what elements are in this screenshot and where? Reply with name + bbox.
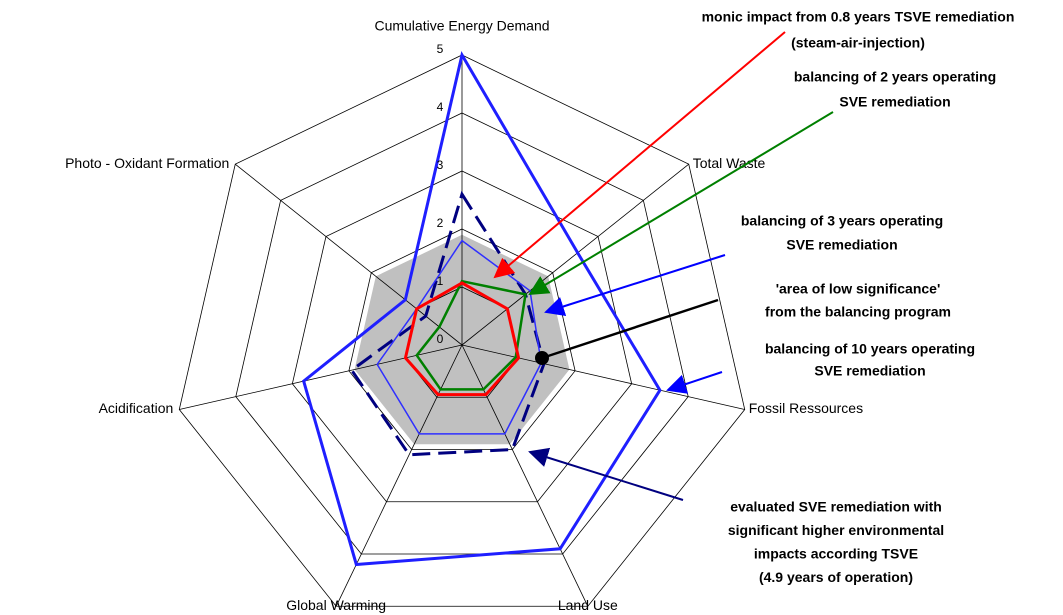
annotation: impacts according TSVE — [754, 546, 918, 562]
arrow — [528, 111, 834, 296]
annotation: balancing of 3 years operating — [741, 213, 943, 229]
grid-ring — [291, 170, 633, 503]
annotation: (4.9 years of operation) — [759, 569, 913, 585]
annotation: 'area of low significance' — [776, 281, 941, 297]
arrow — [666, 371, 723, 394]
grid-ring — [235, 112, 689, 555]
arrow — [528, 447, 684, 501]
annotation: SVE remediation — [786, 237, 897, 253]
category-label: Cumulative Energy Demand — [374, 18, 549, 34]
grid-ring — [178, 54, 746, 607]
arrow — [541, 298, 719, 360]
annotation: balancing of 2 years operating — [794, 69, 996, 85]
annotation: balancing of 10 years operating — [765, 341, 975, 357]
category-label: Acidification — [99, 400, 174, 416]
series-line — [415, 279, 527, 391]
tick-label: 3 — [437, 158, 444, 172]
axis-spoke — [179, 344, 463, 410]
tick-label: 1 — [437, 274, 444, 288]
series-line — [301, 50, 662, 567]
annotation: SVE remediation — [839, 94, 950, 110]
tick-label: 2 — [437, 216, 444, 230]
category-label: Total Waste — [693, 155, 766, 171]
series-line — [403, 281, 521, 397]
axis-spoke — [235, 163, 463, 346]
category-label: Fossil Ressources — [749, 400, 863, 416]
annotation: evaluated SVE remediation with — [730, 499, 942, 515]
arrow — [493, 31, 786, 279]
category-label: Photo - Oxidant Formation — [65, 155, 229, 171]
tick-label: 4 — [437, 100, 444, 114]
annotation: SVE remediation — [814, 363, 925, 379]
annotation: significant higher environmental — [728, 522, 944, 538]
annotation: monic impact from 0.8 years TSVE remedia… — [702, 9, 1015, 25]
annotation: (steam-air-injection) — [791, 35, 925, 51]
axis-spoke — [461, 344, 745, 410]
radar-plot: Cumulative Energy Demand Total Waste Fossi… — [65, 18, 863, 613]
axis-spoke — [461, 163, 689, 346]
arrow — [544, 254, 726, 317]
category-label: Global Warming — [286, 597, 386, 613]
grid-ring — [348, 228, 576, 450]
arrow-dot — [535, 351, 549, 365]
annotation: from the balancing program — [765, 304, 951, 320]
category-label: Land Use — [558, 597, 618, 613]
tick-label: 5 — [437, 42, 444, 56]
arrows — [493, 31, 834, 501]
series-line — [376, 239, 542, 435]
tick-label: 0 — [437, 332, 444, 346]
